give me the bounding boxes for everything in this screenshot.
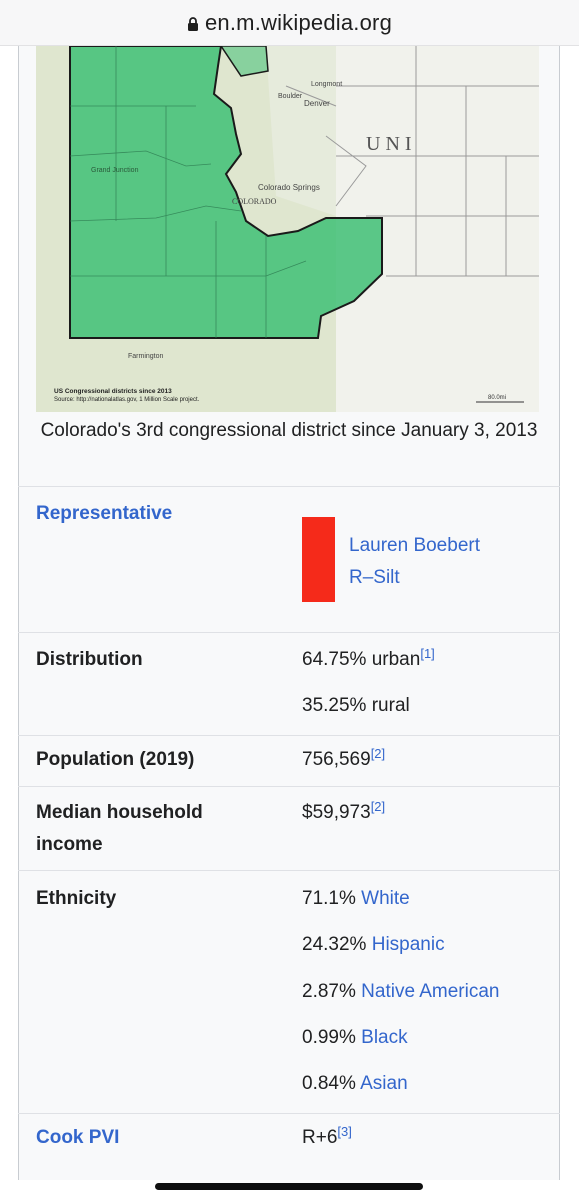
income-label-line2: income bbox=[36, 834, 103, 855]
reference-link[interactable]: [1] bbox=[420, 646, 435, 661]
district-map-graphic: U N I Denver Boulder Longmont Colorado S… bbox=[36, 46, 539, 412]
reference-link[interactable]: [2] bbox=[370, 799, 386, 814]
representative-name-link[interactable]: Lauren Boebert bbox=[349, 535, 480, 556]
income-value: $59,973 bbox=[302, 802, 371, 823]
ethnicity-item: 2.87% Native American bbox=[302, 977, 500, 1007]
row-divider bbox=[18, 632, 560, 633]
ethnicity-link-white[interactable]: White bbox=[361, 888, 410, 909]
population-value: 756,569 bbox=[302, 749, 371, 770]
row-divider bbox=[18, 786, 560, 787]
distribution-urban: 64.75% urban[1] bbox=[302, 645, 435, 675]
map-label-grand-junction: Grand Junction bbox=[91, 167, 139, 174]
population-label: Population (2019) bbox=[36, 749, 195, 770]
ethnicity-pct: 2.87% bbox=[302, 981, 356, 1002]
distribution-label: Distribution bbox=[36, 649, 143, 670]
row-divider bbox=[18, 1113, 560, 1114]
urban-value: 64.75% urban bbox=[302, 649, 421, 670]
population-value-row: 756,569[2] bbox=[302, 745, 385, 775]
map-caption: Colorado's 3rd congressional district si… bbox=[40, 420, 538, 441]
ethnicity-label: Ethnicity bbox=[36, 888, 117, 909]
cook-pvi-value: R+6 bbox=[302, 1127, 338, 1148]
ethnicity-pct: 71.1% bbox=[302, 888, 356, 909]
map-credit-line1: US Congressional districts since 2013 bbox=[54, 388, 172, 395]
cook-pvi-value-row: R+6[3] bbox=[302, 1123, 352, 1153]
ethnicity-link-native-american[interactable]: Native American bbox=[361, 981, 500, 1002]
ethnicity-pct: 24.32% bbox=[302, 934, 367, 955]
row-divider bbox=[18, 486, 560, 487]
reference-link[interactable]: [2] bbox=[370, 746, 386, 761]
distribution-rural: 35.25% rural bbox=[302, 695, 410, 716]
map-label-uni: U N I bbox=[366, 133, 412, 155]
map-label-denver: Denver bbox=[304, 99, 330, 108]
map-label-longmont: Longmont bbox=[311, 81, 342, 88]
cook-pvi-label[interactable]: Cook PVI bbox=[36, 1127, 120, 1148]
income-label-line1: Median household bbox=[36, 802, 203, 823]
district-map[interactable]: U N I Denver Boulder Longmont Colorado S… bbox=[36, 46, 539, 412]
url-bar[interactable]: en.m.wikipedia.org bbox=[0, 0, 579, 46]
map-scale-label: 80.0mi bbox=[488, 395, 506, 401]
representative-party-link[interactable]: R–Silt bbox=[349, 567, 400, 588]
map-label-boulder: Boulder bbox=[278, 93, 303, 100]
row-divider bbox=[18, 735, 560, 736]
income-value-row: $59,973[2] bbox=[302, 798, 385, 828]
ethnicity-item: 24.32% Hispanic bbox=[302, 930, 445, 960]
map-credit-line2: Source: http://nationalatlas.gov, 1 Mill… bbox=[54, 397, 200, 403]
map-label-colorado-springs: Colorado Springs bbox=[258, 183, 320, 192]
home-indicator[interactable] bbox=[155, 1183, 423, 1190]
lock-icon bbox=[187, 16, 198, 31]
ethnicity-link-asian[interactable]: Asian bbox=[360, 1073, 408, 1094]
ethnicity-link-hispanic[interactable]: Hispanic bbox=[371, 934, 445, 955]
row-divider bbox=[18, 870, 560, 871]
map-label-colorado: COLORADO bbox=[232, 197, 277, 206]
ethnicity-item: 0.84% Asian bbox=[302, 1069, 408, 1099]
url-domain: en.m.wikipedia.org bbox=[204, 9, 393, 35]
party-color-bar bbox=[302, 517, 335, 602]
ethnicity-pct: 0.99% bbox=[302, 1027, 356, 1048]
representative-label[interactable]: Representative bbox=[36, 503, 173, 524]
map-label-farmington: Farmington bbox=[128, 353, 164, 360]
ethnicity-item: 71.1% White bbox=[302, 884, 410, 914]
ethnicity-item: 0.99% Black bbox=[302, 1023, 408, 1053]
ethnicity-pct: 0.84% bbox=[302, 1073, 356, 1094]
ethnicity-link-black[interactable]: Black bbox=[361, 1027, 408, 1048]
reference-link[interactable]: [3] bbox=[337, 1124, 352, 1139]
